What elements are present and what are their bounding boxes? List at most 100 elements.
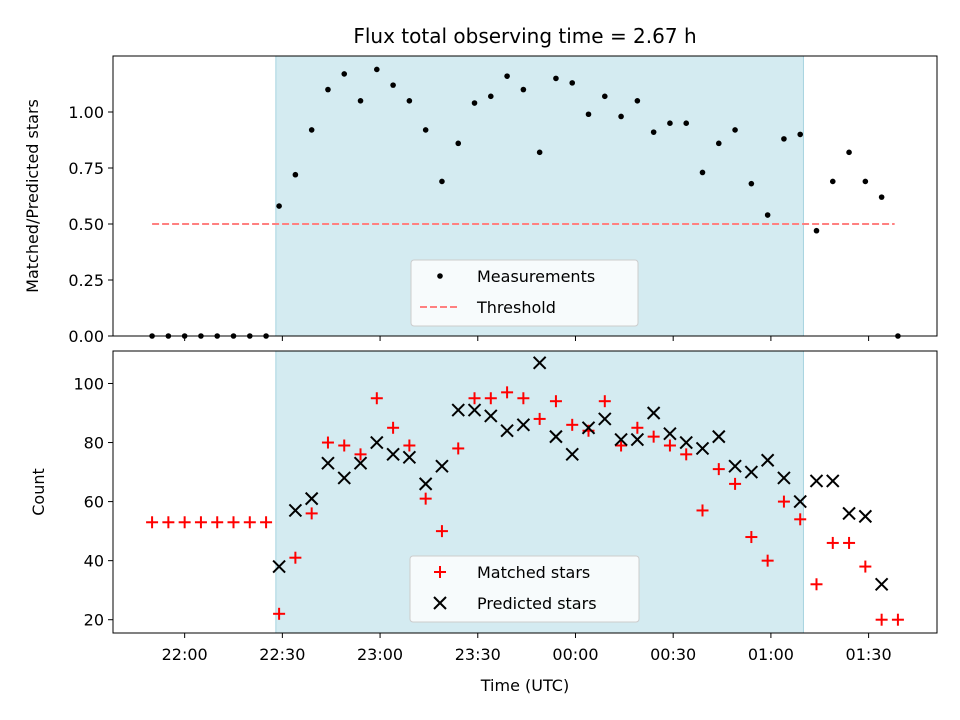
matched-star-point — [680, 448, 693, 461]
y-tick-label: 60 — [84, 493, 104, 512]
matched-star-point — [631, 421, 644, 434]
matched-star-point — [566, 418, 579, 431]
predicted-star-point — [304, 491, 319, 506]
predicted-star-point — [581, 421, 596, 435]
matched-star-point — [243, 516, 256, 529]
matched-star-point — [875, 613, 888, 626]
predicted-star-point — [630, 432, 645, 447]
x-tick-label: 23:00 — [357, 645, 403, 664]
top-x-ticks — [184, 336, 870, 341]
x-tick-label: 22:00 — [162, 645, 208, 664]
matched-star-point — [162, 516, 175, 529]
top-legend: Measurements Threshold — [410, 259, 639, 327]
predicted-star-point — [728, 459, 742, 473]
matched-star-point — [484, 392, 497, 405]
measurement-point — [585, 111, 592, 118]
x-tick-label: 00:30 — [650, 645, 696, 664]
chart-title: Flux total observing time = 2.67 h — [353, 24, 696, 48]
measurement-point — [683, 120, 690, 126]
predicted-star-point — [353, 456, 368, 470]
top-y-axis-label: Matched/Predicted stars — [23, 99, 42, 293]
measurement-point — [439, 178, 445, 185]
bottom-y-ticks: 20 40 60 80 100 — [73, 374, 113, 630]
matched-star-point — [745, 531, 758, 544]
predicted-star-point — [712, 429, 726, 444]
matched-star-point — [178, 516, 191, 529]
bottom-legend: Matched stars Predicted stars — [409, 555, 640, 623]
matched-star-point — [501, 386, 514, 399]
x-tick-label: 22:30 — [259, 645, 305, 664]
predicted-star-point — [288, 503, 303, 518]
legend-marker-predicted — [433, 596, 447, 610]
measurement-point — [374, 66, 380, 73]
predicted-star-point — [500, 424, 514, 438]
top-legend-box — [410, 259, 639, 327]
matched-star-point — [354, 448, 367, 461]
matched-star-point — [826, 536, 839, 549]
predicted-star-point — [402, 450, 417, 465]
matched-star-point — [468, 392, 481, 405]
measurement-point — [618, 113, 624, 120]
measurement-point — [569, 80, 576, 86]
predicted-star-point — [532, 356, 547, 370]
bottom-x-ticks: 22:00 22:30 23:00 23:30 00:00 00:30 01:00 01:30 — [162, 633, 892, 664]
measurement-point — [308, 127, 315, 133]
predicted-star-point — [516, 418, 531, 432]
matched-star-points — [146, 386, 904, 626]
measurement-point — [829, 178, 836, 185]
matched-star-point — [843, 536, 856, 549]
y-tick-label: 0.75 — [68, 159, 104, 178]
matched-star-point — [533, 412, 546, 425]
y-tick-label: 100 — [73, 374, 104, 393]
measurement-point — [325, 86, 331, 93]
matched-star-point — [777, 495, 790, 508]
y-tick-label: 0.00 — [68, 327, 104, 346]
matched-star-point — [260, 516, 273, 529]
predicted-star-point — [695, 441, 710, 456]
predicted-star-point — [484, 409, 498, 423]
predicted-star-point — [744, 465, 759, 479]
matched-star-point — [419, 492, 432, 505]
predicted-star-point — [760, 453, 775, 467]
y-tick-label: 0.50 — [68, 215, 104, 234]
measurement-point — [601, 93, 608, 100]
predicted-star-point — [793, 494, 807, 509]
predicted-star-point — [842, 506, 856, 521]
measurement-point — [357, 98, 364, 104]
measurement-point — [520, 86, 527, 93]
measurement-point — [504, 73, 510, 79]
measurement-point — [846, 149, 852, 156]
matched-star-point — [305, 507, 318, 520]
matched-star-point — [647, 430, 660, 443]
matched-star-point — [517, 392, 530, 405]
matched-star-point — [761, 554, 774, 567]
bottom-legend-box — [409, 555, 640, 623]
matched-star-point — [387, 421, 400, 434]
measurement-point — [471, 100, 478, 106]
predicted-star-point — [614, 432, 628, 447]
predicted-star-point — [467, 403, 482, 417]
legend-label-predicted: Predicted stars — [477, 594, 597, 613]
x-tick-label: 23:30 — [455, 645, 501, 664]
measurement-point — [748, 180, 755, 187]
legend-label-measurements: Measurements — [477, 267, 595, 286]
matched-star-point — [859, 560, 872, 573]
y-tick-label: 80 — [84, 434, 104, 453]
predicted-star-point — [418, 477, 433, 491]
measurement-point — [862, 178, 869, 185]
matched-star-point — [663, 439, 676, 452]
predicted-star-point — [435, 459, 449, 473]
measurement-point — [878, 194, 885, 200]
top-axes-frame — [112, 55, 938, 337]
predicted-star-point — [272, 559, 286, 574]
matched-star-point — [729, 477, 742, 490]
measurement-point — [715, 140, 722, 147]
measurement-point — [341, 71, 348, 77]
x-tick-label: 01:30 — [846, 645, 892, 664]
measurement-point — [634, 98, 641, 104]
x-axis-label: Time (UTC) — [480, 676, 569, 695]
matched-star-point — [370, 392, 383, 405]
predicted-star-point — [809, 474, 824, 488]
y-tick-label: 0.25 — [68, 271, 104, 290]
